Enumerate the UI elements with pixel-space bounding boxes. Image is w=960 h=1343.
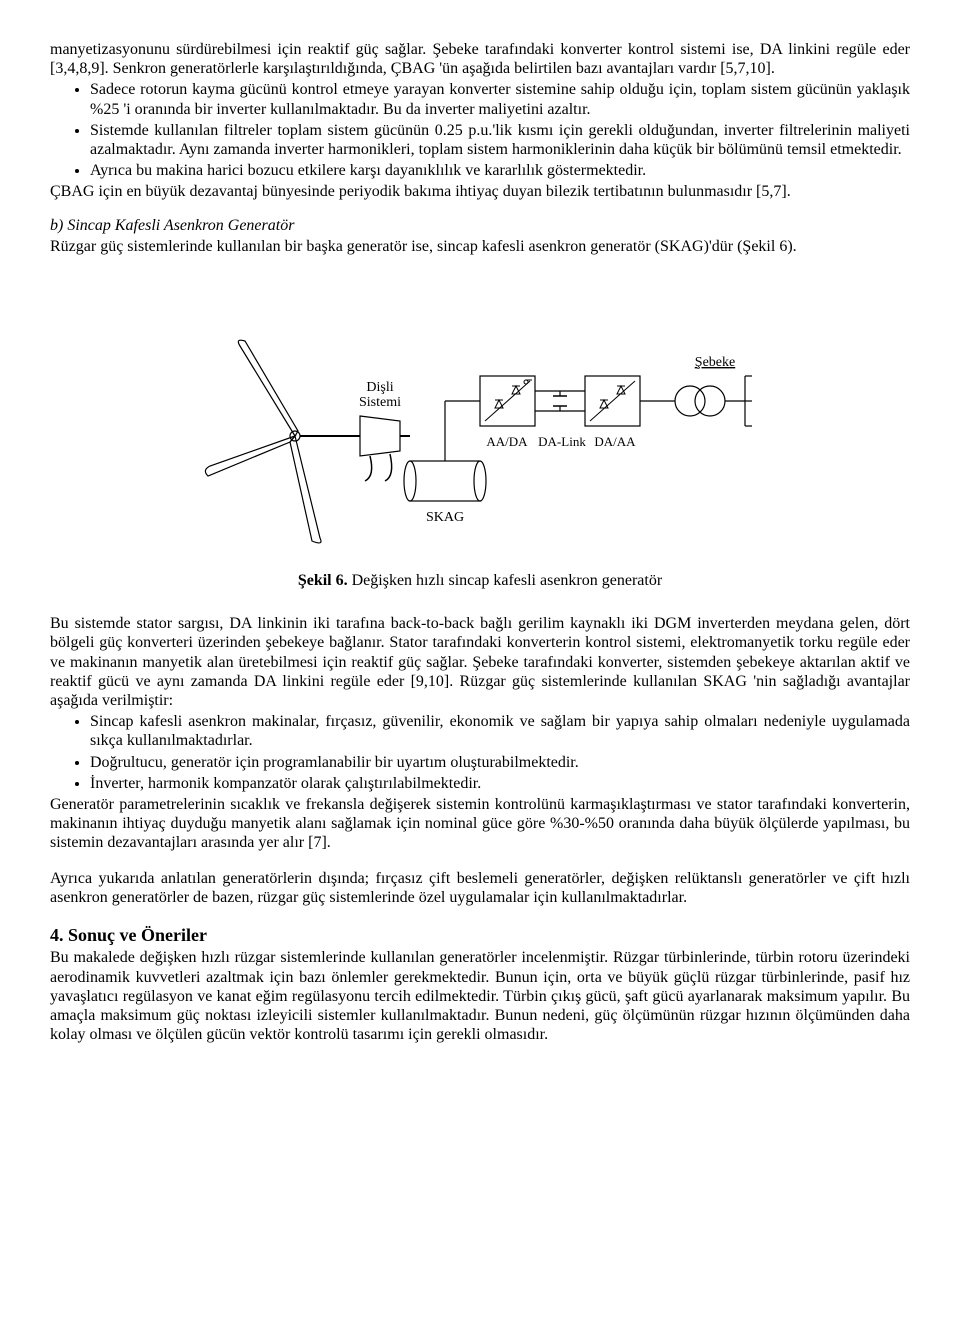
advantages-list-1: Sadece rotorun kayma gücünü kontrol etme… <box>90 80 910 180</box>
skag-intro-paragraph: Rüzgar güç sistemlerinde kullanılan bir … <box>50 237 910 256</box>
intro-paragraph: manyetizasyonunu sürdürebilmesi için rea… <box>50 40 910 78</box>
list-item: Sistemde kullanılan filtreler toplam sis… <box>90 121 910 159</box>
section-4-title: 4. Sonuç ve Öneriler <box>50 925 910 947</box>
wind-turbine-diagram: Dişli Sistemi SKAG AA/DA DA-Link DA/AA Ş… <box>200 286 760 546</box>
advantages-list-2: Sincap kafesli asenkron makinalar, fırça… <box>90 712 910 793</box>
figure-6-caption: Şekil 6. Değişken hızlı sincap kafesli a… <box>50 571 910 590</box>
list-item: Ayrıca bu makina harici bozucu etkilere … <box>90 161 910 180</box>
skag-label: SKAG <box>426 510 464 525</box>
disadvantage-paragraph-2: Generatör parametrelerinin sıcaklık ve f… <box>50 795 910 853</box>
gearbox-label-1: Dişli <box>366 380 393 395</box>
figure-6: Dişli Sistemi SKAG AA/DA DA-Link DA/AA Ş… <box>50 286 910 551</box>
aada-label: AA/DA <box>486 434 528 449</box>
caption-bold: Şekil 6. <box>298 572 348 589</box>
gearbox-label-2: Sistemi <box>359 395 401 410</box>
list-item: İnverter, harmonik kompanzatör olarak ça… <box>90 774 910 793</box>
disadvantage-paragraph: ÇBAG için en büyük dezavantaj bünyesinde… <box>50 182 910 201</box>
caption-text: Değişken hızlı sincap kafesli asenkron g… <box>348 572 663 589</box>
grid-label: Şebeke <box>695 355 735 370</box>
list-item: Doğrultucu, generatör için programlanabi… <box>90 753 910 772</box>
skag-description-paragraph: Bu sistemde stator sargısı, DA linkinin … <box>50 614 910 710</box>
subsection-heading-b: b) Sincap Kafesli Asenkron Generatör <box>50 216 910 235</box>
dalink-label: DA-Link <box>538 434 586 449</box>
other-generators-paragraph: Ayrıca yukarıda anlatılan generatörlerin… <box>50 869 910 907</box>
daaa-label: DA/AA <box>594 434 636 449</box>
list-item: Sadece rotorun kayma gücünü kontrol etme… <box>90 80 910 118</box>
conclusion-paragraph: Bu makalede değişken hızlı rüzgar sistem… <box>50 948 910 1044</box>
list-item: Sincap kafesli asenkron makinalar, fırça… <box>90 712 910 750</box>
